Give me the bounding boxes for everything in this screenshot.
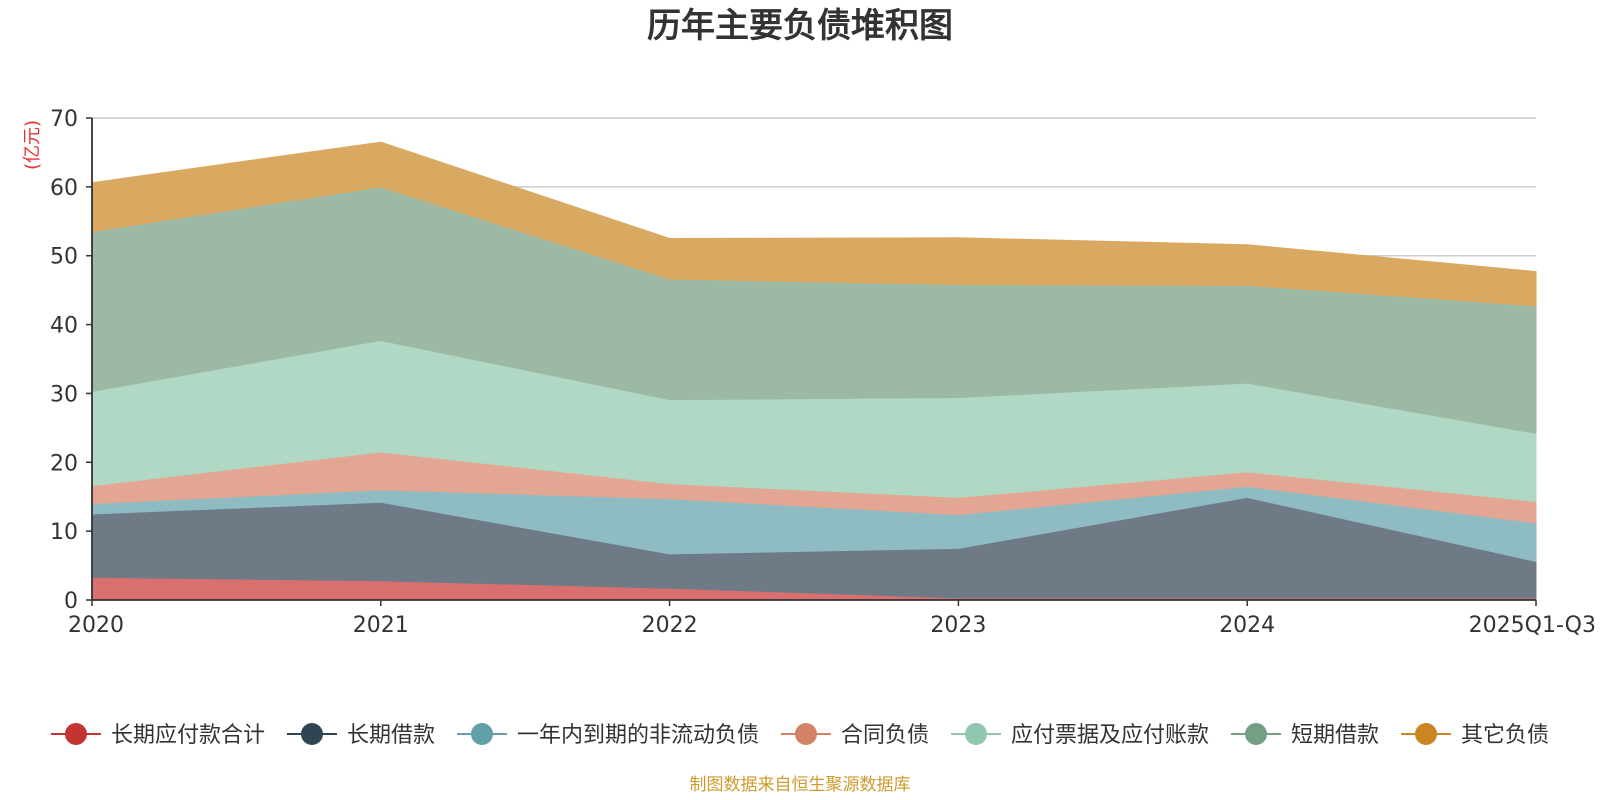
x-tick-label: 2023: [930, 613, 986, 638]
legend-label: 短期借款: [1291, 723, 1379, 748]
chart-title: 历年主要负债堆积图: [647, 6, 953, 46]
y-tick-label: 40: [50, 314, 78, 339]
source-note: 制图数据来自恒生聚源数据库: [690, 775, 911, 795]
y-tick-label: 30: [50, 382, 78, 407]
legend[interactable]: 长期应付款合计 长期借款 一年内到期的非流动负债 合同负债 应付票据及应付账款 短期借款 其…: [50, 723, 1549, 748]
y-tick-label: 60: [50, 176, 78, 201]
area-series-7[interactable]: [91, 141, 1537, 307]
legend-swatch-marker: [300, 723, 323, 745]
x-tick-label: 2020: [68, 613, 124, 638]
y-tick-label: 0: [64, 589, 78, 614]
legend-label: 长期应付款合计: [111, 723, 265, 748]
axes: 0 10 20 30 40 50 60 70 2020 2021 2022 2023 2024 2025Q…: [50, 107, 1596, 638]
x-tick-label: 2022: [642, 613, 698, 638]
legend-label: 一年内到期的非流动负债: [517, 723, 759, 748]
x-tick-label: 2021: [353, 613, 409, 638]
legend-item-1[interactable]: 长期应付款合计: [50, 723, 265, 748]
legend-swatch-marker: [794, 723, 817, 745]
legend-item-6[interactable]: 短期借款: [1231, 723, 1379, 748]
area-series-layer: [91, 141, 1537, 601]
legend-item-7[interactable]: 其它负债: [1401, 723, 1549, 748]
legend-swatch-marker: [1245, 723, 1268, 745]
y-tick-label: 70: [50, 107, 78, 132]
y-tick-label: 10: [50, 520, 78, 545]
y-axis-unit-label: (亿元): [22, 120, 43, 170]
legend-label: 应付票据及应付账款: [1011, 723, 1209, 748]
legend-label: 其它负债: [1461, 723, 1549, 748]
legend-label: 合同负债: [841, 723, 929, 748]
y-tick-label: 20: [50, 451, 78, 476]
legend-item-2[interactable]: 长期借款: [286, 723, 435, 748]
legend-swatch-marker: [470, 723, 493, 745]
y-tick-label: 50: [50, 245, 78, 270]
legend-swatch-marker: [64, 723, 87, 745]
legend-item-5[interactable]: 应付票据及应付账款: [951, 723, 1209, 748]
legend-swatch-marker: [965, 723, 988, 745]
legend-item-4[interactable]: 合同负债: [780, 723, 929, 748]
x-tick-label: 2025Q1-Q3: [1469, 613, 1596, 638]
legend-item-3[interactable]: 一年内到期的非流动负债: [456, 723, 759, 748]
x-tick-label: 2024: [1219, 613, 1275, 638]
legend-swatch-marker: [1415, 723, 1438, 745]
legend-label: 长期借款: [347, 723, 435, 748]
